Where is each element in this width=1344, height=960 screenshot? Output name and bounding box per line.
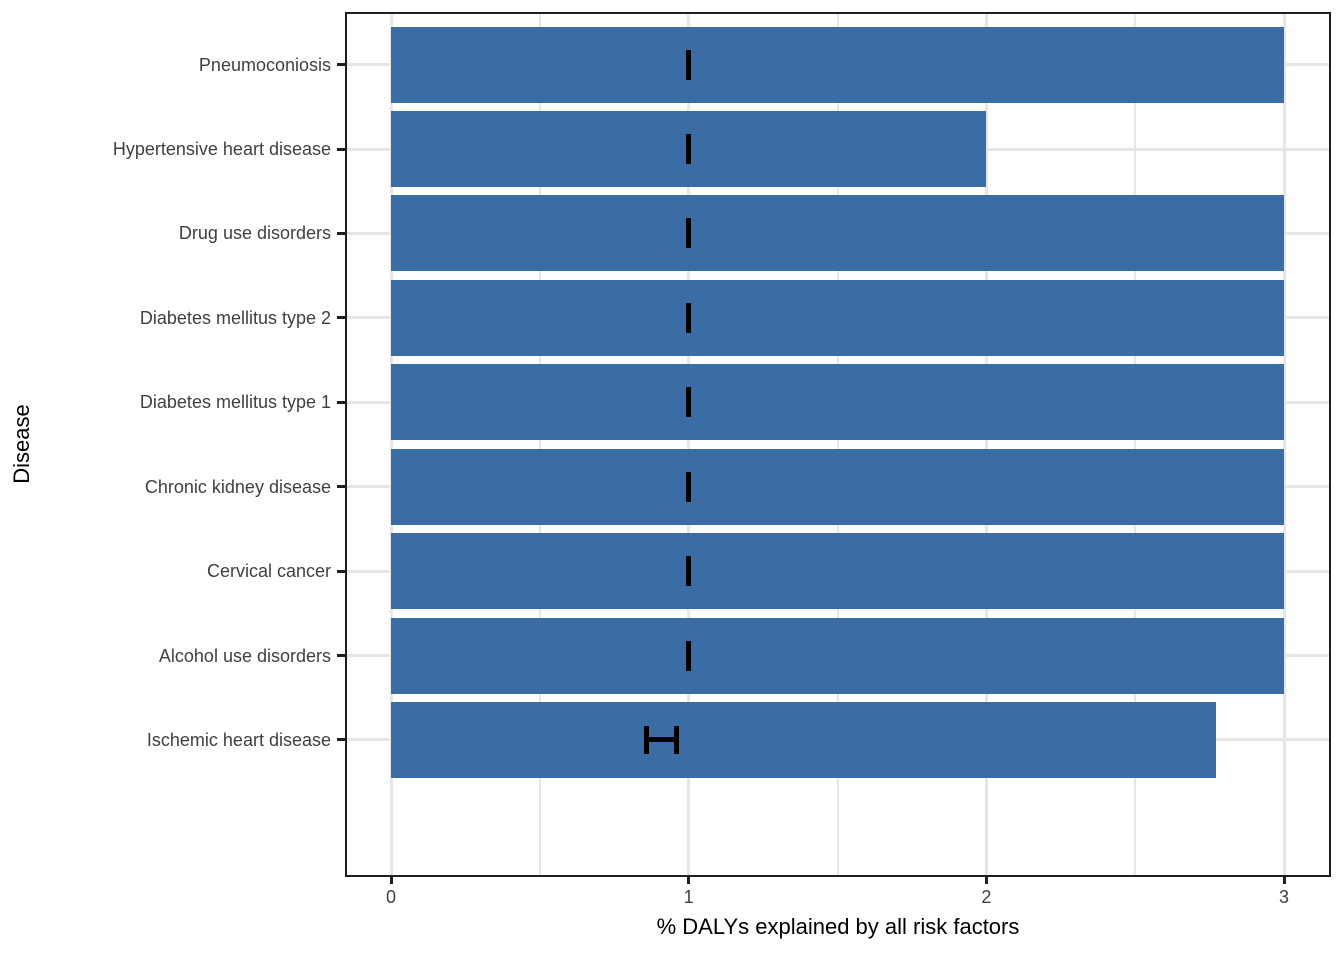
error-tick [686,556,692,587]
y-tick-mark [337,569,346,573]
bar-cervical-cancer [391,533,1284,610]
major-gridline [687,14,691,875]
x-tick-label: 1 [683,887,694,907]
major-gridline [389,14,393,875]
y-tick-mark [337,654,346,658]
x-tick-label: 2 [981,887,992,907]
error-tick [686,134,692,165]
plot-panel [347,14,1329,875]
y-tick-mark [337,147,346,151]
y-axis-title: Disease [9,404,34,484]
y-tick-label: Chronic kidney disease [144,476,331,497]
bar-ischemic-heart-disease [391,701,1216,778]
y-tick-mark [337,400,346,404]
y-tick-label: Pneumoconiosis [198,54,331,75]
error-bar-line [646,737,677,743]
error-tick [686,302,692,333]
y-tick-mark [337,316,346,320]
x-tick-mark [687,875,691,884]
major-gridline [1282,14,1286,875]
bar-diabetes-mellitus-type-2 [391,279,1284,356]
y-tick-mark [337,231,346,235]
y-tick-label: Diabetes mellitus type 1 [139,392,331,413]
bar-alcohol-use-disorders [391,617,1284,694]
error-tick [686,49,692,80]
error-tick [686,471,692,502]
x-tick-mark [389,875,393,884]
error-tick [686,218,692,249]
y-tick-label: Cervical cancer [206,561,331,582]
major-gridline [984,14,988,875]
bar-chronic-kidney-disease [391,448,1284,525]
x-tick-label: 3 [1278,887,1289,907]
y-tick-label: Alcohol use disorders [158,645,331,666]
bar-drug-use-disorders [391,195,1284,272]
x-axis-title: % DALYs explained by all risk factors [656,914,1020,939]
y-tick-mark [337,485,346,489]
bar-diabetes-mellitus-type-1 [391,364,1284,441]
x-tick-mark [1282,875,1286,884]
minor-gridline [1134,14,1137,875]
error-bar-right-cap [674,725,680,754]
error-tick [686,387,692,418]
bar-pneumoconiosis [391,26,1284,103]
y-tick-label: Diabetes mellitus type 2 [139,307,331,328]
minor-gridline [538,14,541,875]
x-tick-mark [984,875,988,884]
minor-gridline [836,14,839,875]
y-tick-mark [337,63,346,67]
error-tick [686,640,692,671]
x-tick-label: 0 [385,887,396,907]
y-tick-label: Hypertensive heart disease [112,139,331,160]
y-tick-label: Ischemic heart disease [146,729,331,750]
y-tick-mark [337,738,346,742]
y-tick-label: Drug use disorders [178,223,331,244]
